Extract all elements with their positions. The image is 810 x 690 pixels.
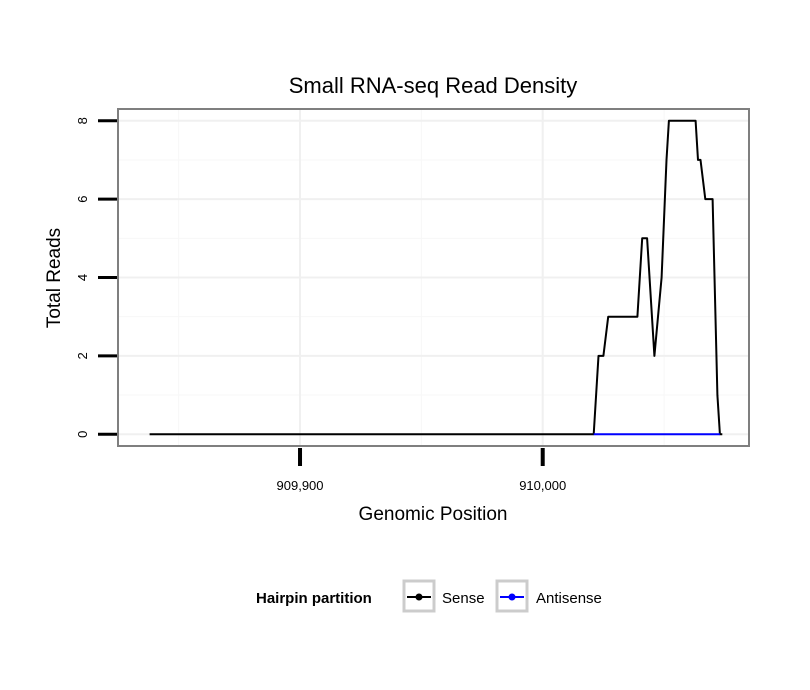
series-line-sense [149, 119, 723, 436]
legend-title: Hairpin partition [256, 590, 372, 607]
x-tick-label-1: 910,000 [519, 478, 566, 493]
y-tick-label-4: 8 [75, 117, 90, 124]
legend-label-antisense: Antisense [536, 590, 602, 607]
legend: Hairpin partition Sense Antisense [256, 579, 602, 613]
legend-item-sense: Sense [402, 579, 485, 613]
chart-title: Small RNA-seq Read Density [289, 73, 578, 98]
y-tick-label-0: 0 [75, 431, 90, 438]
x-tick-label-0: 909,900 [277, 478, 324, 493]
y-tick-label-2: 4 [75, 274, 90, 281]
plot-panel-border [117, 108, 750, 447]
legend-key-antisense-dot [508, 593, 516, 601]
y-axis-ticks: 0 2 4 6 8 [75, 117, 117, 438]
y-tick-label-1: 2 [75, 352, 90, 359]
grid-lines [119, 110, 748, 445]
x-axis-ticks: 909,900 910,000 [277, 448, 566, 493]
legend-item-antisense: Antisense [495, 579, 602, 613]
y-tick-label-3: 6 [75, 196, 90, 203]
legend-label-sense: Sense [442, 590, 485, 607]
x-axis-title: Genomic Position [359, 504, 508, 525]
series-lines [149, 119, 723, 436]
y-axis-title: Total Reads [44, 228, 65, 328]
legend-key-sense-dot [415, 593, 423, 601]
